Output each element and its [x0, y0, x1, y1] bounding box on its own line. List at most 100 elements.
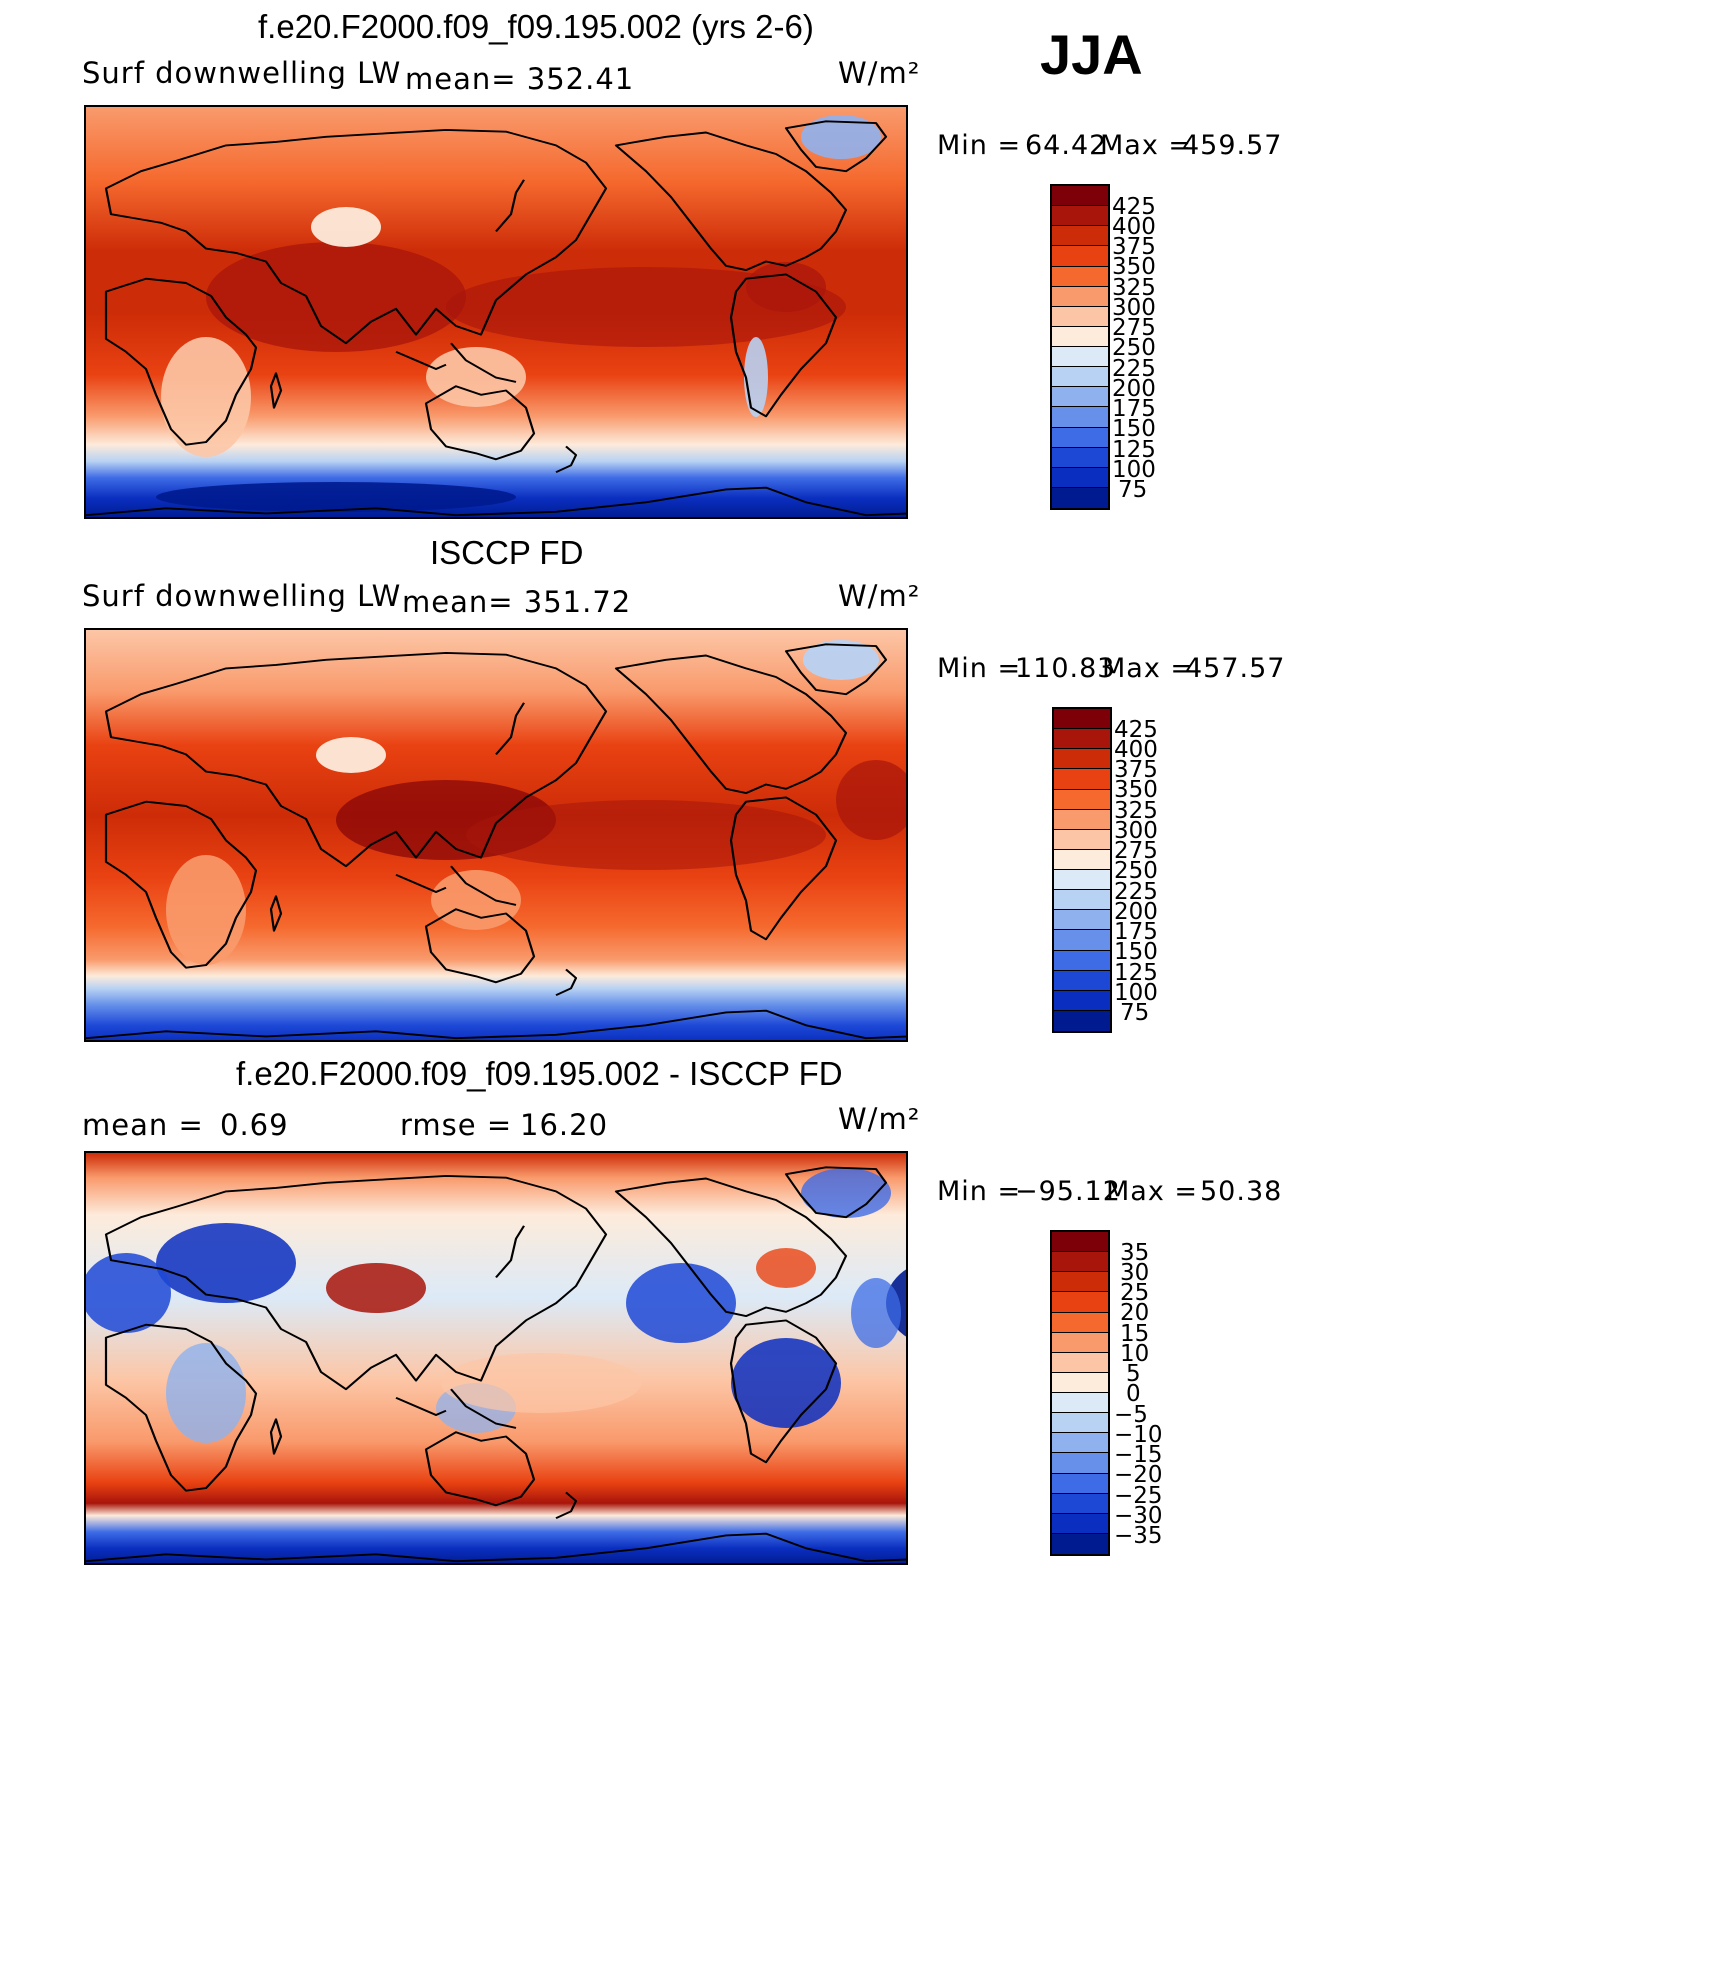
colorbar-swatch — [1052, 1533, 1108, 1554]
colorbar-swatch — [1052, 387, 1108, 408]
panel-2-colorbar-label: 300 — [1114, 818, 1158, 844]
colorbar-swatch — [1054, 910, 1110, 931]
panel-3-colorbar — [1050, 1230, 1110, 1556]
colorbar-swatch — [1052, 246, 1108, 267]
colorbar-swatch — [1052, 427, 1108, 448]
colorbar-swatch — [1054, 990, 1110, 1011]
panel-1-colorbar-label: 300 — [1112, 295, 1156, 321]
colorbar-swatch — [1052, 1513, 1108, 1534]
colorbar-swatch — [1052, 407, 1108, 428]
panel-2-mean-label: mean= 351.72 — [402, 585, 632, 619]
colorbar-swatch — [1052, 226, 1108, 247]
colorbar-swatch — [1054, 709, 1110, 730]
colorbar-swatch — [1054, 970, 1110, 991]
colorbar-swatch — [1052, 1332, 1108, 1353]
panel-3-max-value: 50.38 — [1200, 1176, 1283, 1207]
panel-3-min-value: −95.12 — [1015, 1176, 1121, 1207]
colorbar-swatch — [1052, 1252, 1108, 1273]
colorbar-swatch — [1052, 487, 1108, 508]
panel-1-units: W/m² — [838, 56, 921, 90]
panel-1-title: f.e20.F2000.f09_f09.195.002 (yrs 2-6) — [258, 8, 814, 45]
colorbar-swatch — [1052, 467, 1108, 488]
panel-2-min-value: 110.83 — [1015, 653, 1116, 684]
panel-3-rmse-value: 16.20 — [520, 1108, 609, 1142]
panel-3-max-label: Max = — [1106, 1176, 1199, 1207]
panel-1-variable-label: Surf downwelling LW — [82, 56, 402, 90]
panel-2-max-label: Max = — [1102, 653, 1195, 684]
panel-3-colorbar-label: 35 — [1120, 1240, 1150, 1266]
colorbar-swatch — [1052, 367, 1108, 388]
panel-1-mean-label: mean= 352.41 — [405, 62, 635, 96]
panel-1-colorbar-label: 150 — [1112, 416, 1156, 442]
panel-2-min-label: Min = — [937, 653, 1022, 684]
colorbar-swatch — [1054, 849, 1110, 870]
panel-3-colorbar-label: −15 — [1114, 1442, 1163, 1468]
season-label: JJA — [1040, 23, 1143, 86]
panel-3-title: f.e20.F2000.f09_f09.195.002 - ISCCP FD — [236, 1055, 843, 1092]
colorbar-swatch — [1054, 1010, 1110, 1031]
panel-2-colorbar-label: 225 — [1114, 879, 1158, 905]
panel-1-map — [84, 105, 908, 519]
colorbar-swatch — [1052, 186, 1108, 207]
colorbar-swatch — [1054, 829, 1110, 850]
panel-1-colorbar-label: 250 — [1112, 335, 1156, 361]
panel-1-map-field — [86, 107, 906, 517]
panel-2-colorbar-label: 325 — [1114, 798, 1158, 824]
colorbar-swatch — [1052, 1312, 1108, 1333]
panel-1-colorbar-label: 350 — [1112, 254, 1156, 280]
colorbar-swatch — [1052, 1232, 1108, 1253]
panel-3-colorbar-label: 25 — [1120, 1280, 1150, 1306]
colorbar-swatch — [1054, 950, 1110, 971]
panel-1-colorbar-label: 200 — [1112, 376, 1156, 402]
panel-2-colorbar-label: 375 — [1114, 757, 1158, 783]
panel-2-colorbar-label: 400 — [1114, 737, 1158, 763]
colorbar-swatch — [1052, 1453, 1108, 1474]
panel-1-min-label: Min = — [937, 130, 1022, 161]
colorbar-swatch — [1054, 930, 1110, 951]
colorbar-swatch — [1052, 306, 1108, 327]
panel-3-colorbar-label: 15 — [1120, 1321, 1150, 1347]
panel-1-colorbar-label: 75 — [1118, 477, 1148, 503]
colorbar-swatch — [1052, 1473, 1108, 1494]
panel-1-colorbar-label: 425 — [1112, 194, 1156, 220]
panel-3-colorbar-label: 30 — [1120, 1260, 1150, 1286]
colorbar-swatch — [1052, 266, 1108, 287]
panel-2-colorbar-label: 150 — [1114, 939, 1158, 965]
panel-2-colorbar-label: 100 — [1114, 980, 1158, 1006]
panel-1-max-value: 459.57 — [1182, 130, 1283, 161]
colorbar-swatch — [1052, 1493, 1108, 1514]
panel-3-mean-value: 0.69 — [220, 1108, 289, 1142]
panel-1-colorbar-label: 400 — [1112, 214, 1156, 240]
panel-2-units: W/m² — [838, 579, 921, 613]
panel-2-colorbar-label: 250 — [1114, 858, 1158, 884]
colorbar-swatch — [1052, 326, 1108, 347]
panel-2-variable-label: Surf downwelling LW — [82, 579, 402, 613]
panel-1-colorbar-label: 225 — [1112, 356, 1156, 382]
colorbar-swatch — [1052, 1393, 1108, 1414]
colorbar-swatch — [1052, 1352, 1108, 1373]
colorbar-swatch — [1052, 206, 1108, 227]
colorbar-swatch — [1052, 1413, 1108, 1434]
panel-3-colorbar-label: −35 — [1114, 1523, 1163, 1549]
panel-2-colorbar-label: 200 — [1114, 899, 1158, 925]
colorbar-swatch — [1054, 789, 1110, 810]
panel-2-max-value: 457.57 — [1185, 653, 1286, 684]
panel-3-map — [84, 1151, 908, 1565]
panel-2-map-field — [86, 630, 906, 1040]
colorbar-swatch — [1052, 1292, 1108, 1313]
panel-2-colorbar-label: 275 — [1114, 838, 1158, 864]
panel-3-colorbar-label: −20 — [1114, 1462, 1163, 1488]
colorbar-swatch — [1052, 1372, 1108, 1393]
panel-3-colorbar-label: −25 — [1114, 1483, 1163, 1509]
colorbar-swatch — [1054, 890, 1110, 911]
colorbar-swatch — [1054, 809, 1110, 830]
panel-2-colorbar-label: 350 — [1114, 777, 1158, 803]
colorbar-swatch — [1052, 1433, 1108, 1454]
panel-3-colorbar-label: −5 — [1114, 1402, 1148, 1428]
panel-2-colorbar — [1052, 707, 1112, 1033]
panel-3-colorbar-label: 20 — [1120, 1300, 1150, 1326]
panel-2-colorbar-label: 425 — [1114, 717, 1158, 743]
panel-1-colorbar — [1050, 184, 1110, 510]
panel-2-map — [84, 628, 908, 1042]
panel-3-min-label: Min = — [937, 1176, 1022, 1207]
